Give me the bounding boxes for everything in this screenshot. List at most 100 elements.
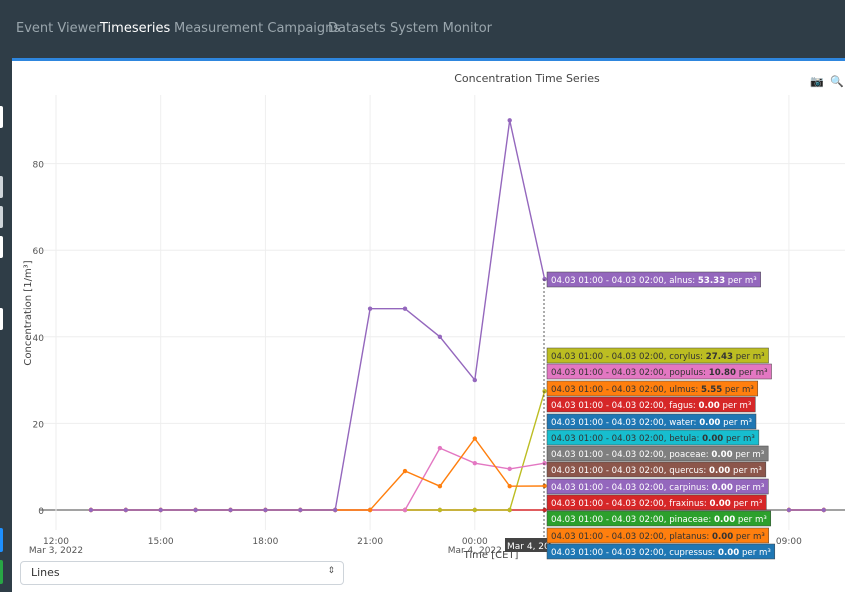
sidebar-control-stub[interactable] [0,206,3,228]
data-point-alnus [298,507,303,513]
tooltip-fagus: 04.03 01:00 - 04.03 02:00, fagus: 0.00 p… [551,401,752,411]
data-point-alnus [542,276,547,282]
tooltip-box-platanus [546,527,770,544]
data-point-ulmus [402,468,408,474]
sidebar-button-stub[interactable] [0,560,3,584]
chart-title: Concentration Time Series [454,72,600,85]
data-point-populus [437,445,443,451]
sidebar-control-stub[interactable] [0,176,3,198]
x-tick-sublabel: Mar 4, 2022 [448,546,502,556]
data-point-alnus [821,507,826,513]
y-tick-label: 20 [33,420,45,430]
tooltip-poaceae: 04.03 01:00 - 04.03 02:00, poaceae: 0.00… [551,450,765,460]
nav-event-viewer[interactable]: Event Viewer [16,21,102,36]
tooltip-cupressus: 04.03 01:00 - 04.03 02:00, cupressus: 0.… [551,548,771,558]
sidebar-button-stub[interactable] [0,528,3,552]
data-point-corylus [542,389,547,394]
data-point-ulmus [367,507,373,513]
data-point-populus [402,507,408,513]
hover-x-label-box [505,538,551,552]
data-point-populus [472,461,477,466]
tooltip-alnus: 04.03 01:00 - 04.03 02:00, alnus: 53.33 … [551,276,757,286]
hover-x-label: Mar 4, 2022 [507,542,561,552]
data-point-corylus [507,507,512,513]
tooltip-box-water [546,413,757,430]
plot-type-select[interactable]: Lines ⇕ [20,561,344,585]
nav-timeseries[interactable]: Timeseries [100,21,171,36]
panel-accent-bar [12,58,845,61]
tooltip-box-fraxinus [546,494,767,511]
tooltip-ulmus: 04.03 01:00 - 04.03 02:00, ulmus: 5.55 p… [551,385,754,395]
x-tick-label: 12:00 [43,537,69,547]
tooltip-box-quercus [546,461,767,478]
tooltip-box-populus [546,363,772,380]
data-point-corylus [472,507,477,513]
data-point-alnus [123,507,128,513]
data-point-corylus [437,507,443,513]
zoom-icon[interactable]: 🔍 [830,75,844,88]
tooltip-box-corylus [546,347,769,364]
data-point-ulmus [542,483,547,489]
data-point-alnus [263,507,268,513]
y-tick-label: 40 [33,334,45,344]
data-point-ulmus [437,483,443,489]
top-navbar: Event Viewer Timeseries Measurement Camp… [0,0,845,58]
tooltip-box-fagus [546,396,756,413]
nav-system-monitor[interactable]: System Monitor [390,21,493,36]
tooltip-box-poaceae [546,445,769,462]
data-point-alnus [402,306,408,311]
x-tick-label: 09:00 [776,537,802,547]
x-tick-label: 21:00 [357,537,383,547]
data-point-fagus [542,507,547,513]
tooltip-box-ulmus [546,380,759,397]
nav-measurement-campaigns[interactable]: Measurement Campaigns [174,21,341,36]
x-tick-label: 15:00 [148,537,174,547]
y-tick-label: 80 [33,161,45,171]
select-caret-icon: ⇕ [327,566,335,576]
tooltip-fraxinus: 04.03 01:00 - 04.03 02:00, fraxinus: 0.0… [551,499,763,509]
tooltip-box-cupressus [546,543,776,560]
y-axis-title: Concentration [1/m³] [23,260,34,365]
plot-type-value: Lines [31,566,60,579]
data-point-populus [542,461,547,466]
data-point-alnus [333,507,338,513]
sidebar-control-stub[interactable] [0,106,3,128]
data-point-alnus [437,334,443,339]
tooltip-corylus: 04.03 01:00 - 04.03 02:00, corylus: 27.4… [551,352,765,362]
sidebar-control-stub[interactable] [0,308,3,330]
y-tick-label: 60 [33,247,45,257]
data-point-alnus [472,377,477,383]
data-point-alnus [786,507,792,513]
data-point-populus [507,466,512,472]
tooltip-box-pinaceae [546,510,772,527]
series-line-alnus [90,120,824,511]
tooltip-carpinus: 04.03 01:00 - 04.03 02:00, carpinus: 0.0… [551,483,765,493]
tooltip-box-betula [546,429,760,446]
camera-icon[interactable]: 📷 [810,75,824,88]
data-point-alnus [228,507,233,513]
data-point-ulmus [472,436,477,441]
data-point-alnus [507,118,512,123]
x-tick-label: 18:00 [252,537,278,547]
tooltip-populus: 04.03 01:00 - 04.03 02:00, populus: 10.8… [551,368,768,378]
sidebar-control-stub[interactable] [0,236,3,258]
tooltip-betula: 04.03 01:00 - 04.03 02:00, betula: 0.00 … [551,434,755,444]
nav-datasets[interactable]: Datasets [328,21,386,36]
tooltip-quercus: 04.03 01:00 - 04.03 02:00, quercus: 0.00… [551,466,762,476]
x-axis-title: Time [CET] [463,550,519,561]
tooltip-box-carpinus [546,478,769,495]
data-point-alnus [158,507,163,513]
tooltip-water: 04.03 01:00 - 04.03 02:00, water: 0.00 p… [551,418,753,428]
data-point-alnus [88,507,94,513]
tooltip-pinaceae: 04.03 01:00 - 04.03 02:00, pinaceae: 0.0… [551,515,767,525]
x-tick-label: 00:00 [462,537,488,547]
tooltip-box-alnus [546,271,761,288]
data-point-alnus [193,507,198,513]
y-tick-label: 0 [38,507,44,517]
data-point-alnus [367,306,373,311]
x-tick-sublabel: Mar 3, 2022 [29,546,83,556]
left-sidebar-edge [0,58,12,592]
tooltip-platanus: 04.03 01:00 - 04.03 02:00, platanus: 0.0… [551,532,765,542]
data-point-ulmus [507,483,512,489]
